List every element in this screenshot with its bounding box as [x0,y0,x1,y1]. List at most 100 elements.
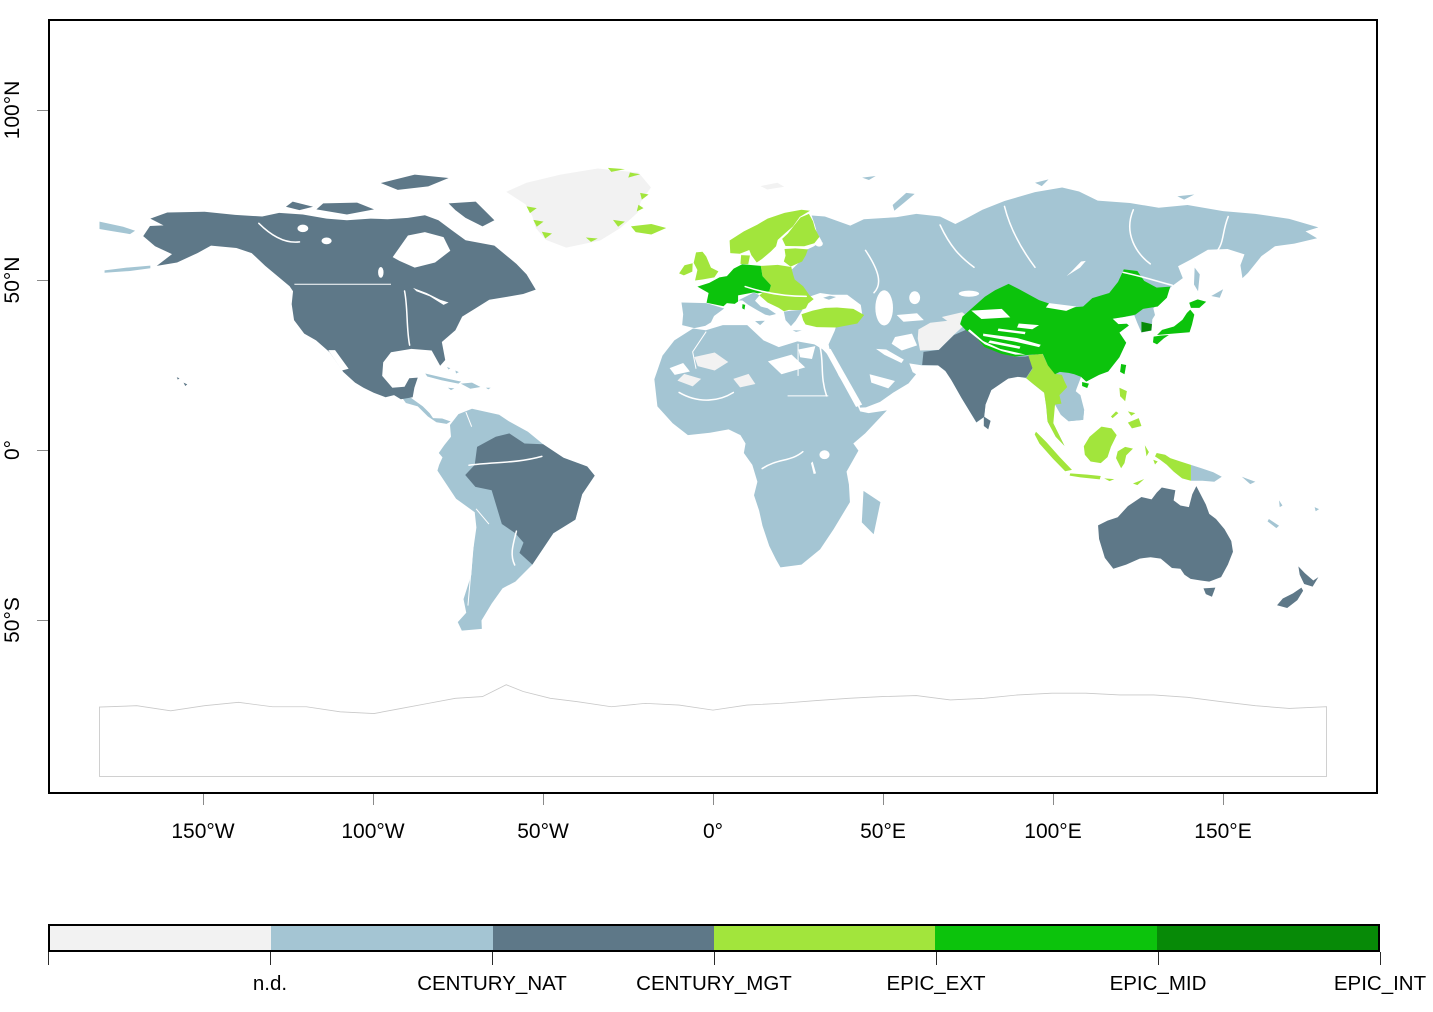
great-bear-lake [297,224,309,233]
river-congo [761,450,804,470]
x-tick-label: 50°W [517,820,569,843]
great-slave-lake [321,237,332,245]
egypt-desert [798,346,816,359]
legend-segment-epic-ext [713,926,936,950]
legend-tick [270,952,271,965]
region-sakhalin [1193,267,1200,292]
legend-segment-century-mgt [492,926,714,950]
epic-ext-regions [526,167,1191,486]
region-bahamas [446,367,459,374]
region-central-america [400,395,451,424]
world-map [99,167,1327,777]
x-axis-tick [713,794,714,805]
tarim-basin [971,308,1011,320]
region-denmark [740,255,750,265]
region-hispaniola [460,382,481,389]
river-amazon [468,455,543,466]
region-poland-balkans [759,264,814,312]
region-vanuatu [1279,500,1283,508]
river-lines [258,205,1229,566]
region-japan-kyushu [1152,334,1169,345]
map-plot-area [48,19,1378,794]
legend-label-epic-mid: EPIC_MID [1109,972,1207,995]
mauritania-desert [669,363,690,375]
region-taiwan [1120,364,1127,375]
region-turkey [801,307,865,328]
water-cutouts [297,224,1086,474]
region-united-kingdom [693,251,719,281]
border-algeria [692,331,707,369]
region-iceland [630,223,667,235]
region-indochina-myanmar-thailand-laos-malaysia [1026,353,1073,446]
river-lena [1129,209,1152,265]
legend-segment-century-nat [271,926,493,950]
river-yenisei [1003,205,1036,269]
region-sahara-patch-2 [677,373,702,387]
lake-baikal [1066,260,1086,277]
y-axis-tick [37,450,48,451]
x-axis-tick [1223,794,1224,805]
region-sri-lanka [983,416,991,430]
border-colombia-venezuela [465,411,473,427]
persian-gulf [876,348,904,364]
legend-tick [714,952,715,965]
epic-int-regions [1141,321,1152,333]
region-sahara-patch-1 [694,352,729,371]
river-niger [678,391,735,401]
country-border-lines [294,283,829,606]
region-italy [738,292,777,326]
region-greenland-fringe [526,167,649,242]
region-north-america [143,211,536,400]
libya-desert [767,354,806,375]
river-volga [864,249,880,294]
great-lakes [413,287,449,305]
legend-label-century-nat: CENTURY_NAT [417,972,567,995]
region-new-zealand-south [1277,587,1304,608]
y-axis-tick [37,620,48,621]
gobi-patch [1045,303,1077,311]
hudson-bay [392,232,451,268]
region-iberia [681,302,725,329]
region-solomons [1241,476,1256,485]
antarctica-outline [99,684,1327,777]
region-greenland [506,168,651,248]
region-victoria-island [316,202,375,215]
region-ellesmere [380,174,449,190]
region-norway-sweden [729,209,810,263]
region-banks-island [285,201,314,211]
border-chile-argentina [467,527,476,606]
y-tick-label: 0° [1,439,24,461]
region-africa [654,325,887,568]
region-baffin-island [448,201,495,227]
nd-regions [506,168,972,388]
tibet-streak-2 [988,340,1021,349]
legend-tick [1158,952,1159,965]
x-tick-label: 0° [702,820,724,843]
region-greece [783,309,803,332]
region-papua-new-guinea [1190,464,1222,482]
x-axis-tick [203,794,204,805]
region-sumatra [1034,431,1072,472]
x-axis-tick [543,794,544,805]
region-hainan [1082,381,1089,389]
legend-tick [936,952,937,965]
region-kurils [1211,289,1224,298]
region-hawaii [176,377,188,387]
region-puerto-rico [485,387,491,390]
legend-tick [1380,952,1381,965]
river-mackenzie [258,222,301,243]
region-new-zealand-north [1298,566,1319,587]
x-tick-label: 150°W [171,820,235,843]
x-axis-tick [883,794,884,805]
lake-tanganyika [810,461,817,474]
red-sea [824,348,863,408]
region-philippines-mindanao [1110,411,1142,429]
arabia-empty-quarter [869,374,896,389]
region-japan-honshu [1157,309,1195,335]
region-madagascar [861,490,881,535]
legend-label-epic-int: EPIC_INT [1333,972,1427,995]
region-afghanistan-east-iran [917,320,966,351]
region-sahara-patch-3 [733,373,756,388]
x-tick-label: 50°E [860,820,906,843]
